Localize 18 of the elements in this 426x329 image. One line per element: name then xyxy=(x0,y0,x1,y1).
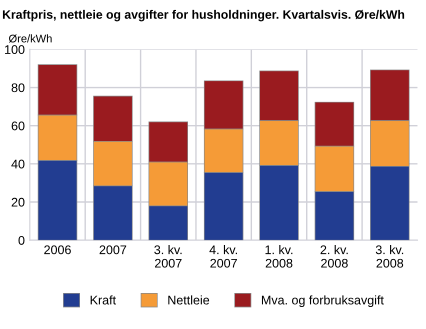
chart-title: Kraftpris, nettleie og avgifter for husholdninger. Kvartalsvis. Øre/kWh xyxy=(2,10,404,22)
y-tick-label: 0 xyxy=(18,236,24,245)
y-tick-label: 20 xyxy=(12,198,24,207)
x-tick-label: 2. kv. 2008 xyxy=(320,245,348,268)
x-tick-label: 3. kv. 2008 xyxy=(376,245,404,268)
x-tick-label: 4. kv. 2007 xyxy=(209,245,237,268)
legend-label: Kraft xyxy=(90,295,116,305)
y-tick-label: 80 xyxy=(12,83,24,92)
y-tick-label: 60 xyxy=(12,121,24,130)
x-tick-label: 1. kv. 2008 xyxy=(266,245,292,268)
x-tick-label: 2006 xyxy=(44,245,71,254)
legend-label: Mva. og forbruksavgift xyxy=(262,295,384,307)
legend-label: Nettleie xyxy=(168,295,210,305)
y-tick-label: 100 xyxy=(5,45,24,54)
y-tick-label: 40 xyxy=(11,160,24,168)
y-axis-title: Øre/kWh xyxy=(8,34,52,43)
x-tick-label: 2007 xyxy=(100,245,126,254)
x-tick-label: 3. kv. 2007 xyxy=(154,245,182,268)
